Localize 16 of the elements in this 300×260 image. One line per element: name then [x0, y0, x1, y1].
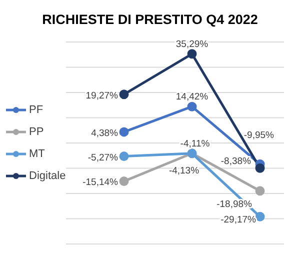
chart-title: RICHIESTE DI PRESTITO Q4 2022 — [41, 12, 259, 27]
data-label: 4,38% — [91, 128, 119, 139]
data-label: -15,14% — [82, 177, 119, 188]
data-label: 19,27% — [86, 90, 119, 102]
legend-label: MT — [29, 148, 45, 160]
data-label: -8,38% — [220, 156, 252, 168]
legend-label: Digitale — [29, 170, 66, 182]
legend-label: PF — [29, 104, 44, 116]
data-label: 35,29% — [176, 38, 209, 50]
data-label: -4,13% — [168, 165, 200, 176]
data-label: -4,11% — [180, 138, 210, 150]
data-label: -29,17% — [220, 214, 257, 226]
data-label: -5,27% — [88, 152, 119, 164]
data-label: 14,42% — [176, 92, 209, 103]
legend-label: PP — [29, 126, 44, 138]
data-label: -9,95% — [244, 130, 275, 142]
